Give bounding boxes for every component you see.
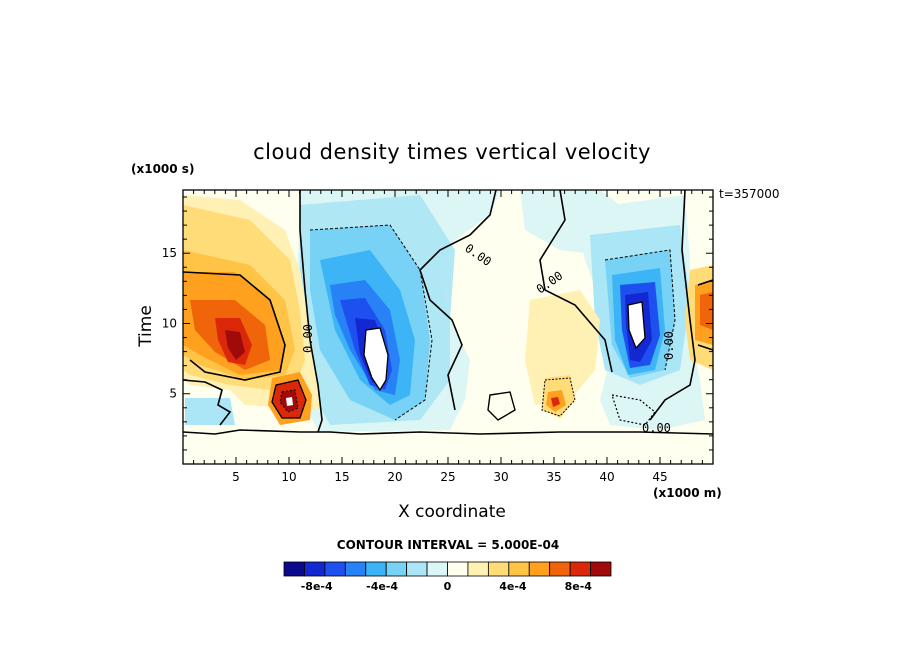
colorbar-swatch — [304, 561, 326, 577]
x-tick-label: 5 — [232, 470, 240, 484]
x-axis-ticks: 5 10 15 20 25 30 35 40 45 — [193, 190, 703, 484]
colorbar-swatch — [385, 561, 408, 577]
x-tick-label: 40 — [599, 470, 614, 484]
time-annotation: t=357000 — [719, 187, 780, 201]
x-unit-label: (x1000 m) — [653, 486, 722, 500]
x-tick-label: 20 — [387, 470, 402, 484]
x-tick-label: 35 — [546, 470, 561, 484]
x-tick-label: 45 — [652, 470, 667, 484]
contour-label-d: 0.00 — [662, 331, 676, 360]
colorbar: -8e-4 -4e-4 0 4e-4 8e-4 — [283, 561, 612, 593]
y-tick-label: 5 — [169, 387, 177, 401]
contour-interval-label: CONTOUR INTERVAL = 5.000E-04 — [336, 538, 560, 552]
colorbar-swatch — [487, 561, 510, 577]
colorbar-swatch — [406, 561, 428, 577]
colorbar-tick-label: 8e-4 — [565, 580, 593, 593]
y-axis-ticks: 5 10 15 — [162, 196, 713, 451]
chart-title: cloud density times vertical velocity — [253, 140, 651, 164]
colorbar-swatch — [528, 561, 551, 577]
colorbar-tick-label: 0 — [444, 580, 452, 593]
x-tick-label: 25 — [440, 470, 455, 484]
contour-lines — [183, 190, 713, 435]
contour-label-e: 0.00 — [642, 421, 671, 435]
x-tick-label: 30 — [493, 470, 508, 484]
colorbar-swatch — [426, 561, 448, 577]
colorbar-swatch — [467, 561, 489, 577]
colorbar-swatch — [590, 561, 612, 577]
x-tick-label: 10 — [281, 470, 296, 484]
colorbar-swatch — [365, 561, 387, 577]
colorbar-swatch — [508, 561, 530, 577]
y-unit-label: (x1000 s) — [131, 162, 195, 176]
x-tick-label: 15 — [334, 470, 349, 484]
y-tick-label: 15 — [162, 246, 177, 260]
x-axis-label: X coordinate — [398, 502, 506, 522]
colorbar-swatch — [549, 561, 571, 577]
colorbar-swatch — [569, 561, 591, 577]
contour-field — [183, 190, 713, 464]
colorbar-swatch — [324, 561, 346, 577]
colorbar-swatch — [344, 561, 367, 577]
colorbar-tick-label: 4e-4 — [499, 580, 527, 593]
colorbar-tick-label: -8e-4 — [301, 580, 333, 593]
colorbar-swatch — [283, 561, 305, 577]
y-tick-label: 10 — [162, 316, 177, 330]
contour-label-a: 0.00 — [301, 324, 315, 353]
colorbar-swatch — [447, 561, 469, 577]
colorbar-tick-label: -4e-4 — [366, 580, 398, 593]
